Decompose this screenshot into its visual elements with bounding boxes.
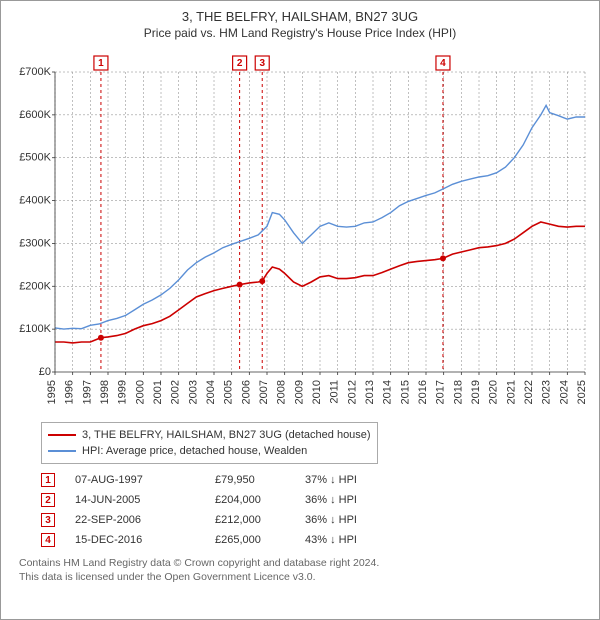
- svg-text:2009: 2009: [293, 380, 305, 404]
- svg-text:1998: 1998: [99, 380, 111, 404]
- svg-text:2017: 2017: [435, 380, 447, 404]
- svg-text:2024: 2024: [558, 380, 570, 404]
- sales-row-price: £79,950: [215, 474, 305, 486]
- svg-text:2013: 2013: [364, 380, 376, 404]
- svg-text:2011: 2011: [329, 380, 341, 404]
- legend-label: 3, THE BELFRY, HAILSHAM, BN27 3UG (detac…: [82, 429, 371, 441]
- sales-row-pct: 36% ↓ HPI: [305, 514, 425, 526]
- sales-row-date: 22-SEP-2006: [75, 514, 215, 526]
- svg-text:2003: 2003: [187, 380, 199, 404]
- svg-text:2001: 2001: [152, 380, 164, 404]
- svg-text:2016: 2016: [417, 380, 429, 404]
- svg-text:£100K: £100K: [19, 323, 51, 335]
- footer: Contains HM Land Registry data © Crown c…: [19, 556, 581, 584]
- sales-row-price: £204,000: [215, 494, 305, 506]
- svg-text:2015: 2015: [399, 380, 411, 404]
- svg-text:2021: 2021: [505, 380, 517, 404]
- svg-text:1996: 1996: [64, 380, 76, 404]
- sales-row-pct: 43% ↓ HPI: [305, 534, 425, 546]
- svg-text:2002: 2002: [170, 380, 182, 404]
- sales-row-date: 15-DEC-2016: [75, 534, 215, 546]
- sale-marker-num: 3: [259, 58, 265, 69]
- svg-text:2012: 2012: [346, 380, 358, 404]
- sales-row-marker: 4: [41, 533, 55, 547]
- svg-text:2018: 2018: [452, 380, 464, 404]
- legend-label: HPI: Average price, detached house, Weal…: [82, 445, 307, 457]
- svg-text:£400K: £400K: [19, 195, 51, 207]
- svg-text:£200K: £200K: [19, 280, 51, 292]
- legend-swatch: [48, 434, 76, 436]
- sales-table: 1 07-AUG-1997£79,95037% ↓ HPI 2 14-JUN-2005…: [41, 470, 585, 550]
- svg-text:2000: 2000: [134, 380, 146, 404]
- svg-text:2020: 2020: [488, 380, 500, 404]
- sales-row-date: 14-JUN-2005: [75, 494, 215, 506]
- svg-text:2019: 2019: [470, 380, 482, 404]
- svg-text:2023: 2023: [541, 380, 553, 404]
- svg-text:2007: 2007: [258, 380, 270, 404]
- sales-row-pct: 37% ↓ HPI: [305, 474, 425, 486]
- sale-dot: [98, 335, 104, 341]
- footer-line2: This data is licensed under the Open Gov…: [19, 570, 581, 584]
- svg-text:2022: 2022: [523, 380, 535, 404]
- legend-swatch: [48, 450, 76, 452]
- svg-text:£500K: £500K: [19, 152, 51, 164]
- sales-row-date: 07-AUG-1997: [75, 474, 215, 486]
- sale-marker-num: 4: [440, 58, 446, 69]
- sale-marker-num: 2: [237, 58, 243, 69]
- sale-dot: [259, 278, 265, 284]
- sales-row: 1 07-AUG-1997£79,95037% ↓ HPI: [41, 470, 585, 490]
- svg-text:2010: 2010: [311, 380, 323, 404]
- chart-svg: £0 £100K £200K £300K £400K £500K £600K £700K 199…: [9, 46, 591, 416]
- legend: 3, THE BELFRY, HAILSHAM, BN27 3UG (detac…: [41, 422, 378, 464]
- page-subtitle: Price paid vs. HM Land Registry's House …: [9, 26, 591, 40]
- sales-row: 3 22-SEP-2006£212,00036% ↓ HPI: [41, 510, 585, 530]
- svg-text:£600K: £600K: [19, 109, 51, 121]
- svg-text:£700K: £700K: [19, 66, 51, 78]
- sales-row-marker: 1: [41, 473, 55, 487]
- svg-text:£300K: £300K: [19, 237, 51, 249]
- sales-row-price: £212,000: [215, 514, 305, 526]
- svg-text:2004: 2004: [205, 380, 217, 404]
- svg-text:2025: 2025: [576, 380, 588, 404]
- legend-item: HPI: Average price, detached house, Weal…: [48, 443, 371, 459]
- svg-text:£0: £0: [39, 366, 51, 378]
- svg-text:2005: 2005: [223, 380, 235, 404]
- sales-row: 4 15-DEC-2016£265,00043% ↓ HPI: [41, 530, 585, 550]
- svg-text:1995: 1995: [46, 380, 58, 404]
- sales-row: 2 14-JUN-2005£204,00036% ↓ HPI: [41, 490, 585, 510]
- page-title: 3, THE BELFRY, HAILSHAM, BN27 3UG: [9, 9, 591, 24]
- sales-row-marker: 2: [41, 493, 55, 507]
- svg-text:2008: 2008: [276, 380, 288, 404]
- sale-marker-num: 1: [98, 58, 104, 69]
- svg-text:2014: 2014: [382, 380, 394, 404]
- svg-text:2006: 2006: [240, 380, 252, 404]
- svg-text:1997: 1997: [81, 380, 93, 404]
- sales-row-price: £265,000: [215, 534, 305, 546]
- footer-line1: Contains HM Land Registry data © Crown c…: [19, 556, 581, 570]
- sale-dot: [237, 282, 243, 288]
- chart-area: £0 £100K £200K £300K £400K £500K £600K £700K 199…: [9, 46, 591, 416]
- sales-row-pct: 36% ↓ HPI: [305, 494, 425, 506]
- sales-row-marker: 3: [41, 513, 55, 527]
- sale-dot: [440, 255, 446, 261]
- svg-text:1999: 1999: [117, 380, 129, 404]
- legend-item: 3, THE BELFRY, HAILSHAM, BN27 3UG (detac…: [48, 427, 371, 443]
